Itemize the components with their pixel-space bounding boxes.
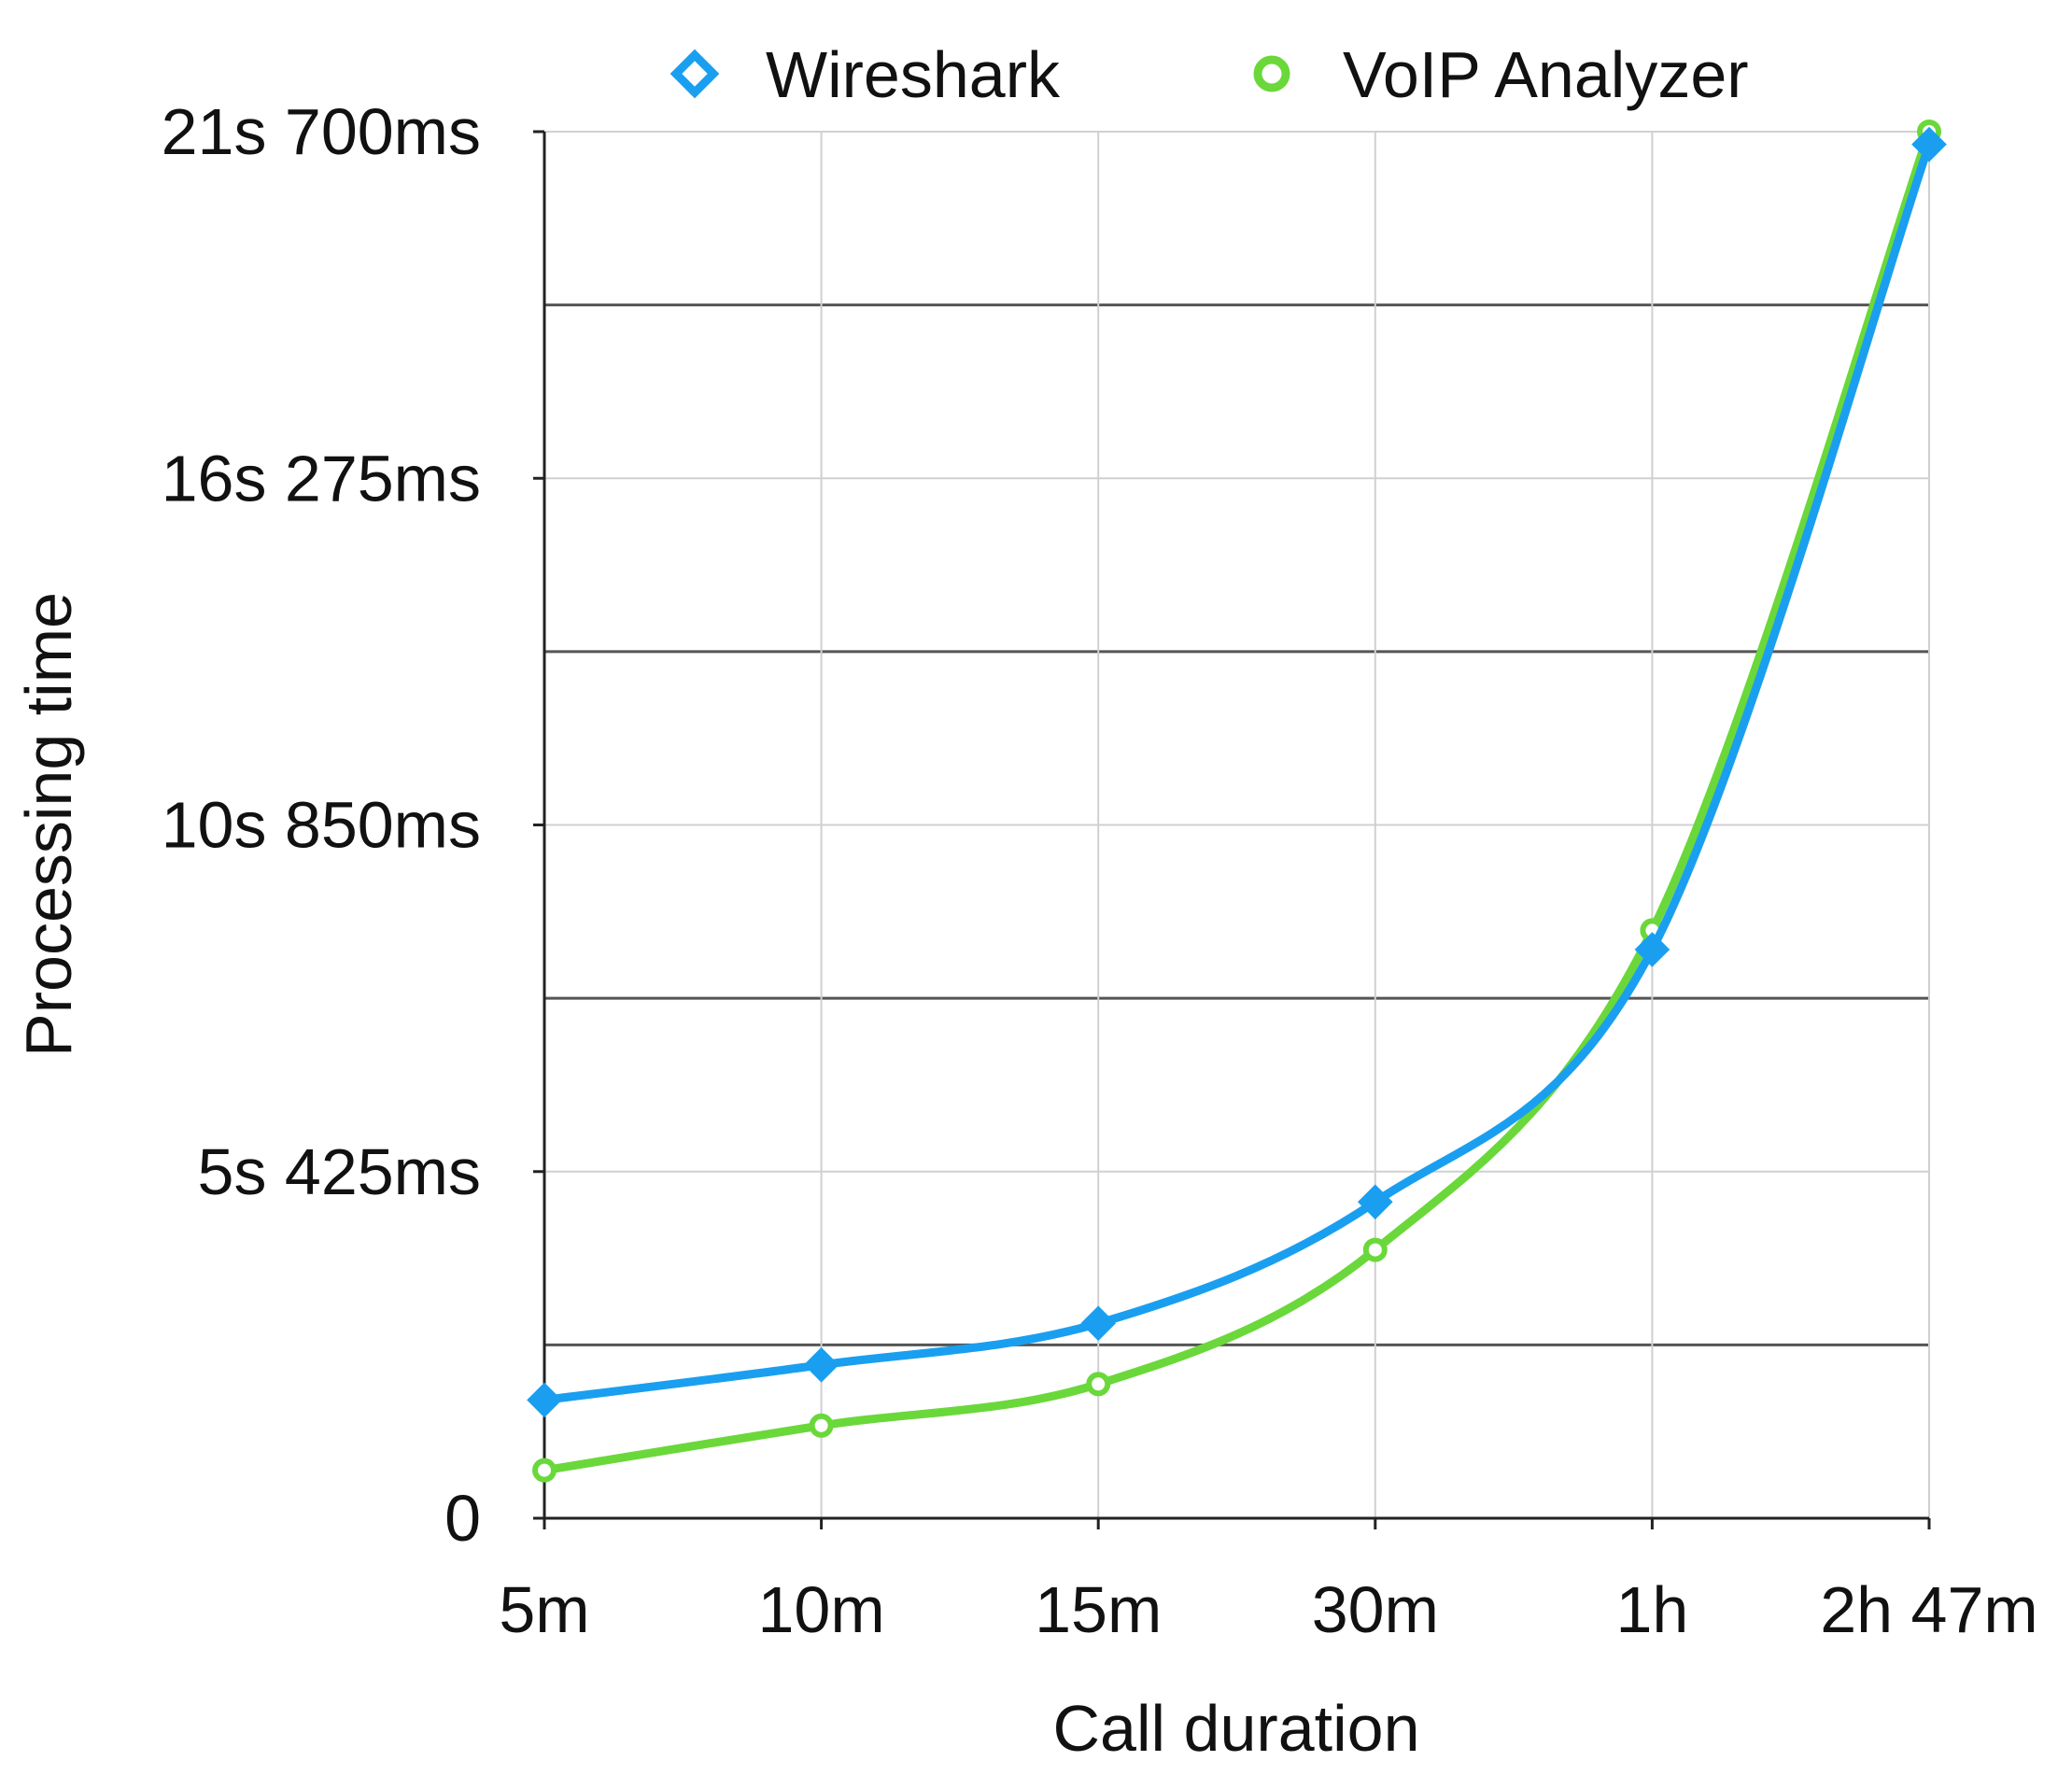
labels: 0 5s 425ms 10s 850ms 16s 275ms 21s 700ms 5m 10… (12, 95, 2038, 1765)
wireshark-point (1357, 1184, 1393, 1220)
legend-wireshark-diamond-icon (670, 49, 720, 99)
legend-label-voip-analyzer: VoIP Analyzer (1343, 38, 1749, 111)
y-tick-label: 21s 700ms (162, 95, 481, 168)
x-tick-label: 2h 47m (1820, 1573, 2037, 1646)
x-tick-label: 5m (499, 1573, 589, 1646)
series-wireshark (527, 126, 1947, 1418)
voip-analyzer-point (809, 1413, 834, 1438)
voip-analyzer-point (1362, 1237, 1388, 1262)
grid (544, 131, 1930, 1519)
legend-voip-analyzer-circle-icon (1253, 55, 1290, 92)
x-axis-title: Call duration (1053, 1692, 1420, 1765)
voip-analyzer-point (1086, 1372, 1111, 1397)
x-tick-label: 15m (1035, 1573, 1162, 1646)
axes (533, 130, 1931, 1529)
y-tick-label: 10s 850ms (162, 789, 481, 862)
series-voip-analyzer (532, 120, 1941, 1483)
legend-item-voip-analyzer[interactable]: VoIP Analyzer (1253, 38, 1749, 111)
series-layer (527, 120, 1947, 1483)
y-tick-label: 0 (444, 1482, 481, 1555)
legend-item-wireshark[interactable]: Wireshark (670, 38, 1061, 111)
legend-label-wireshark: Wireshark (766, 38, 1061, 111)
x-tick-label: 1h (1615, 1573, 1688, 1646)
voip-analyzer-point (532, 1458, 557, 1483)
wireshark-point (527, 1382, 562, 1418)
x-tick-label: 30m (1312, 1573, 1439, 1646)
wireshark-point (1080, 1305, 1117, 1342)
y-tick-label: 5s 425ms (198, 1135, 481, 1208)
wireshark-point (1911, 126, 1947, 162)
x-tick-label: 10m (758, 1573, 885, 1646)
voip-analyzer-line (540, 127, 1934, 1475)
wireshark-point (803, 1346, 839, 1383)
legend[interactable]: Wireshark VoIP Analyzer (670, 38, 1749, 111)
y-axis-title: Processing time (12, 592, 85, 1057)
wireshark-point (1634, 932, 1670, 967)
y-tick-label: 16s 275ms (162, 442, 481, 514)
